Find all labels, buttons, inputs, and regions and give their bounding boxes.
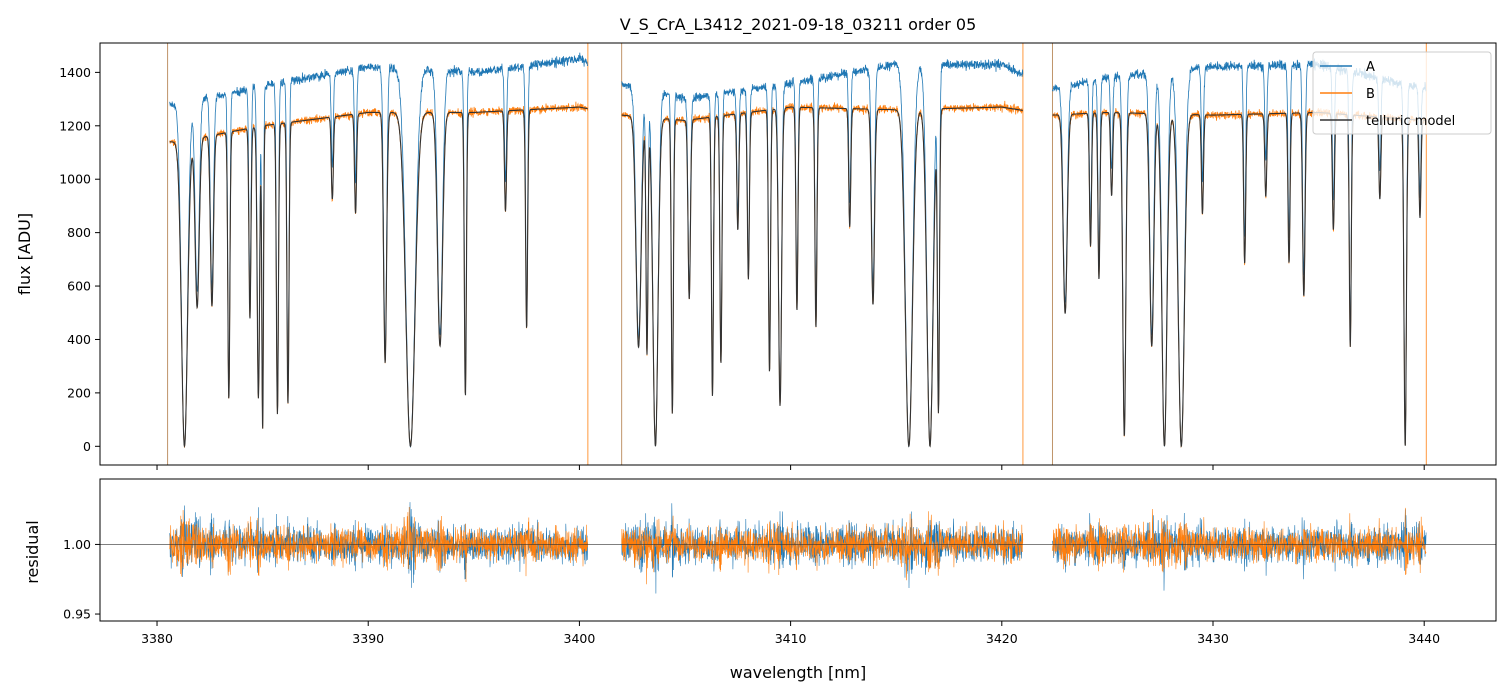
flux-y-tick-label: 1400 [59,65,91,80]
flux-y-tick-label: 1000 [59,172,91,187]
legend-label-telluric: telluric model [1366,114,1455,129]
flux-y-axis-label: flux [ADU] [15,213,34,295]
residual-panel: 0.95 1.00 3380 3390 3400 3410 3420 3430 3440 re… [23,478,1497,646]
flux-y-tick-label: 200 [67,385,91,400]
x-tick-label: 3380 [141,631,173,646]
telluric-model-line [169,106,1427,448]
x-tick-label: 3390 [352,631,384,646]
legend-label-b: B [1366,87,1375,102]
residual-b-line [169,506,1427,585]
flux-y-tick-label: 400 [67,332,91,347]
chart-title: V_S_CrA_L3412_2021-09-18_03211 order 05 [620,15,977,35]
residual-y-tick-label: 0.95 [63,607,91,622]
legend: A B telluric model [1312,51,1492,135]
flux-y-tick-label: 800 [67,225,91,240]
residual-y-axis-label: residual [23,520,42,583]
flux-panel: 0 200 400 600 800 1000 1200 1400 flux [ADU] A B… [15,42,1497,470]
flux-y-tick-label: 0 [83,439,91,454]
legend-label-a: A [1366,60,1375,75]
x-axis-label: wavelength [nm] [730,663,867,682]
x-tick-label: 3410 [775,631,807,646]
flux-y-tick-label: 1200 [59,118,91,133]
x-tick-label: 3420 [986,631,1018,646]
x-tick-label: 3400 [564,631,596,646]
x-tick-label: 3440 [1408,631,1440,646]
legend-box [1312,51,1492,135]
x-tick-label: 3430 [1197,631,1229,646]
residual-y-tick-label: 1.00 [63,537,91,552]
flux-y-tick-label: 600 [67,279,91,294]
flux-plot-frame [99,42,1497,466]
residual-plot-frame [99,478,1497,622]
